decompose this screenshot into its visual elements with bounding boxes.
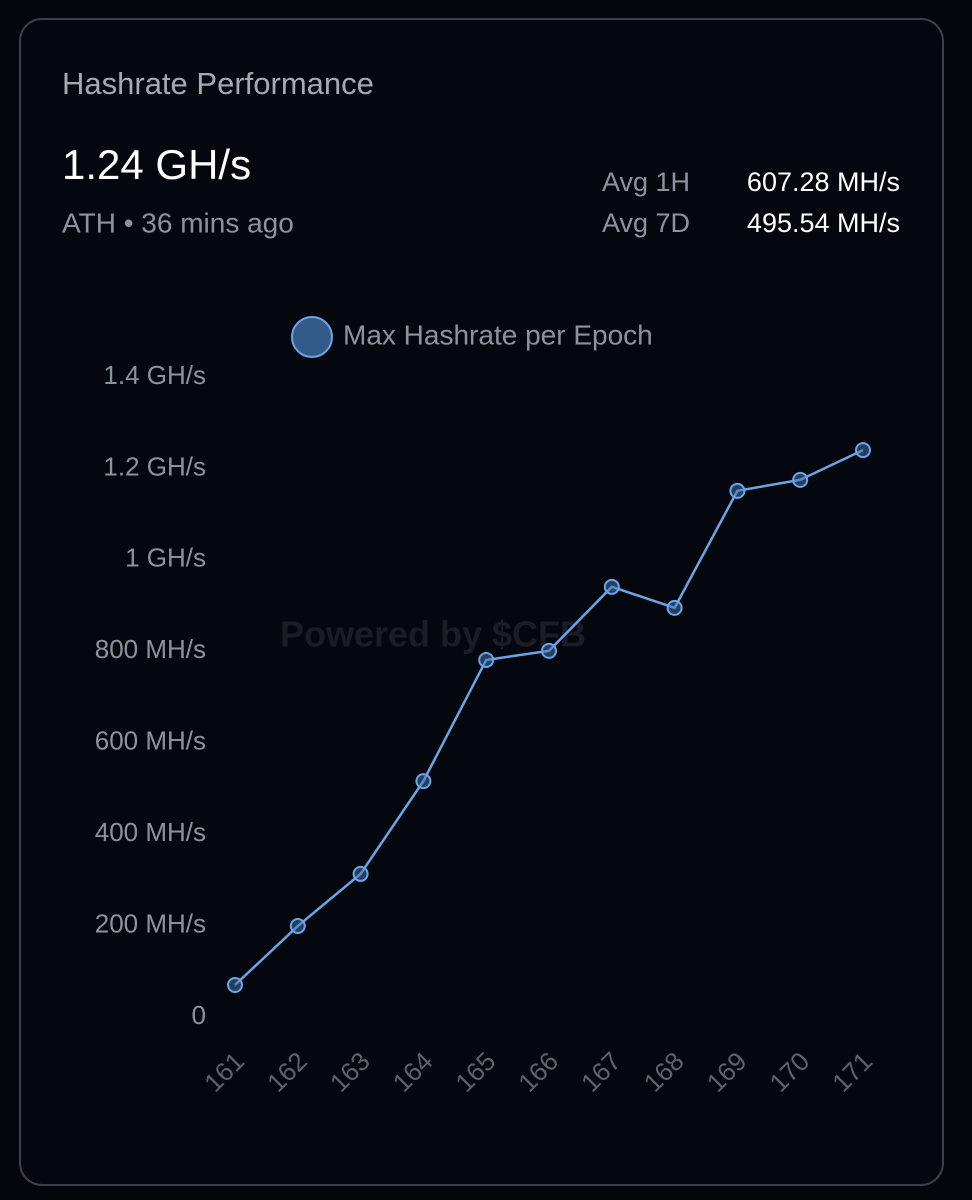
stat-label: Avg 1H [602, 167, 690, 197]
card-title: Hashrate Performance [62, 66, 374, 101]
y-tick-label: 400 MH/s [95, 817, 206, 847]
data-point [478, 651, 495, 668]
legend-label[interactable]: Max Hashrate per Epoch [343, 319, 653, 350]
data-point [729, 482, 746, 499]
data-point [227, 977, 243, 993]
data-point [603, 578, 620, 595]
y-tick-label: 200 MH/s [95, 908, 206, 938]
data-point [855, 442, 871, 459]
stat-label: Avg 7D [602, 208, 690, 238]
legend-swatch[interactable] [291, 316, 333, 358]
data-point [415, 773, 432, 790]
y-tick-label: 1.2 GH/s [103, 451, 206, 481]
peak-value: 1.24 GH/s [62, 141, 251, 188]
y-tick-label: 0 [192, 1000, 206, 1030]
data-point [666, 599, 683, 616]
y-tick-label: 600 MH/s [95, 726, 206, 756]
card-frame [19, 18, 944, 1186]
data-point [352, 865, 369, 882]
data-point [541, 642, 557, 659]
stat-value: 495.54 MH/s [747, 208, 900, 238]
data-point [289, 918, 306, 935]
watermark: Powered by $CFB [280, 614, 586, 655]
peak-note: ATH • 36 mins ago [62, 207, 294, 238]
y-tick-label: 1.4 GH/s [103, 360, 206, 390]
y-tick-label: 800 MH/s [95, 634, 206, 664]
data-point [792, 471, 809, 488]
stat-value: 607.28 MH/s [747, 167, 900, 197]
y-tick-label: 1 GH/s [125, 543, 206, 573]
